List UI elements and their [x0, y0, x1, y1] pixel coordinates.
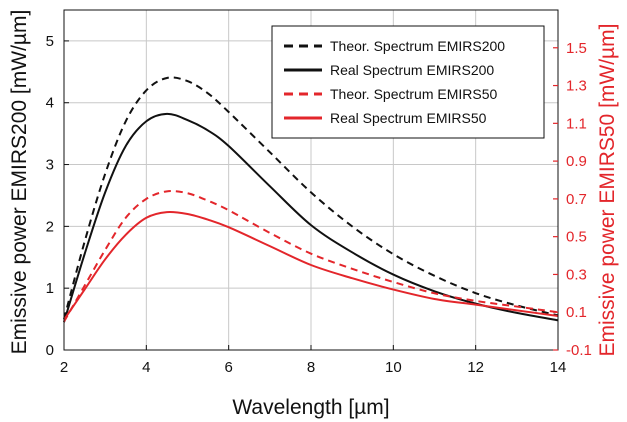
ticks: 2 4 6 8 10 12 14012345-0.10.10.30.50.70.91.11.… [46, 33, 592, 376]
y-right-tick-label: -0.1 [566, 342, 592, 359]
legend-label: Real Spectrum EMIRS200 [330, 62, 494, 78]
series-lines [63, 76, 559, 323]
legend-label: Theor. Spectrum EMIRS50 [330, 86, 498, 102]
series-line-1 [63, 76, 559, 320]
x-tick-label: 14 [550, 359, 567, 376]
series-line-4 [63, 210, 559, 321]
y-right-tick-label: 0.9 [566, 153, 587, 170]
x-tick-label: 4 [142, 359, 150, 376]
y-right-tick-label: 0.1 [566, 304, 587, 321]
y-axis-left-label: Emissive power EMIRS200 [mW/µm] [8, 10, 31, 355]
y-right-tick-label: 0.3 [566, 266, 587, 283]
x-tick-label: 8 [307, 359, 315, 376]
y-right-tick-label: 0.7 [566, 191, 587, 208]
y-axis-right-label: Emissive power EMIRS50 [mW/µm] [596, 24, 619, 357]
y-right-tick-label: 0.5 [566, 229, 587, 246]
y-right-tick-label: 1.5 [566, 40, 587, 57]
legend-label: Theor. Spectrum EMIRS200 [330, 38, 505, 54]
x-axis-label: Wavelength [µm] [232, 396, 389, 419]
x-tick-label: 6 [224, 359, 232, 376]
y-left-tick-label: 4 [46, 95, 54, 112]
legend: Theor. Spectrum EMIRS200 Real Spectrum EM… [271, 25, 545, 139]
y-left-tick-label: 5 [46, 33, 54, 50]
series-line-3 [63, 190, 559, 323]
y-left-tick-label: 2 [46, 218, 54, 235]
y-left-tick-label: 0 [46, 342, 54, 359]
x-tick-label: 2 [60, 359, 68, 376]
y-right-tick-label: 1.1 [566, 115, 587, 132]
y-left-tick-label: 1 [46, 280, 54, 297]
x-tick-label: 10 [385, 359, 402, 376]
legend-label: Real Spectrum EMIRS50 [330, 110, 487, 126]
y-right-tick-label: 1.3 [566, 78, 587, 95]
x-tick-label: 12 [467, 359, 484, 376]
y-left-tick-label: 3 [46, 157, 54, 174]
